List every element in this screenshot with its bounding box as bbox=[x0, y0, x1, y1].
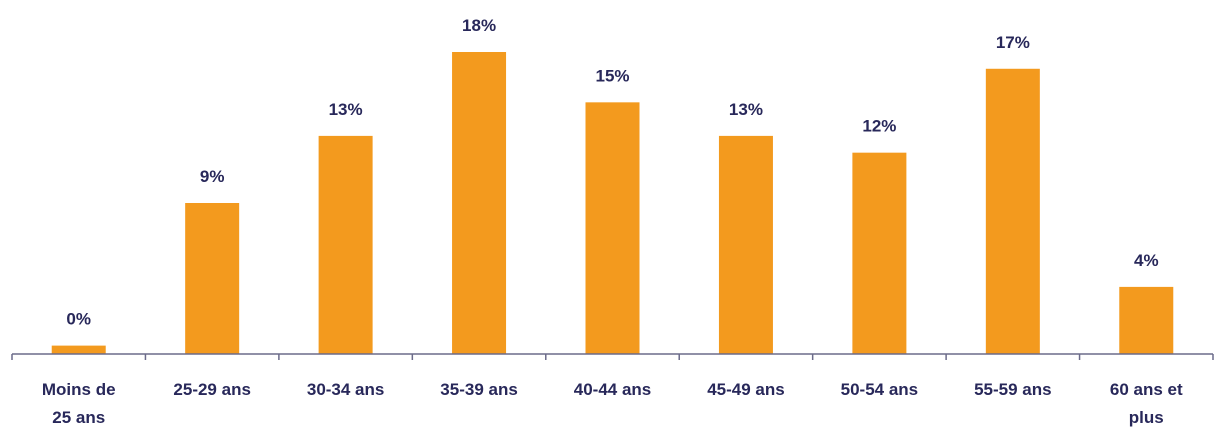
category-labels-group: Moins de 25 ans 25-29 ans 30-34 ans 35-39 an… bbox=[42, 380, 1183, 427]
bars-group bbox=[51, 52, 1174, 355]
bar-value-label: 13% bbox=[729, 100, 763, 119]
bar bbox=[185, 203, 240, 354]
bar-value-label: 13% bbox=[329, 100, 363, 119]
bar-value-label: 12% bbox=[862, 117, 896, 136]
category-label: 25 ans bbox=[52, 408, 105, 427]
bar-value-label: 18% bbox=[462, 16, 496, 35]
category-label: Moins de bbox=[42, 380, 116, 399]
x-axis-ticks-group bbox=[11, 354, 1214, 360]
category-label: 25-29 ans bbox=[173, 380, 251, 399]
bar bbox=[985, 68, 1040, 355]
category-label: 45-49 ans bbox=[707, 380, 785, 399]
bar-value-label: 17% bbox=[996, 33, 1030, 52]
bar bbox=[718, 135, 773, 354]
category-label: 50-54 ans bbox=[841, 380, 919, 399]
value-labels-group: 0% 9% 13% 18% 15% 13% 12% 17% 4% bbox=[66, 16, 1158, 329]
category-label: 40-44 ans bbox=[574, 380, 652, 399]
category-label: 60 ans et bbox=[1110, 380, 1183, 399]
category-label: 35-39 ans bbox=[440, 380, 518, 399]
bar bbox=[1119, 286, 1174, 354]
category-label: 30-34 ans bbox=[307, 380, 385, 399]
bar-value-label: 0% bbox=[66, 310, 91, 329]
bar bbox=[318, 135, 373, 354]
bar bbox=[51, 345, 106, 354]
category-label: plus bbox=[1129, 408, 1164, 427]
bar-value-label: 9% bbox=[200, 167, 225, 186]
bar bbox=[852, 152, 907, 354]
category-label: 55-59 ans bbox=[974, 380, 1052, 399]
bar bbox=[585, 102, 640, 354]
bar-value-label: 15% bbox=[595, 66, 629, 85]
bar bbox=[452, 52, 507, 354]
bar-value-label: 4% bbox=[1134, 251, 1159, 270]
